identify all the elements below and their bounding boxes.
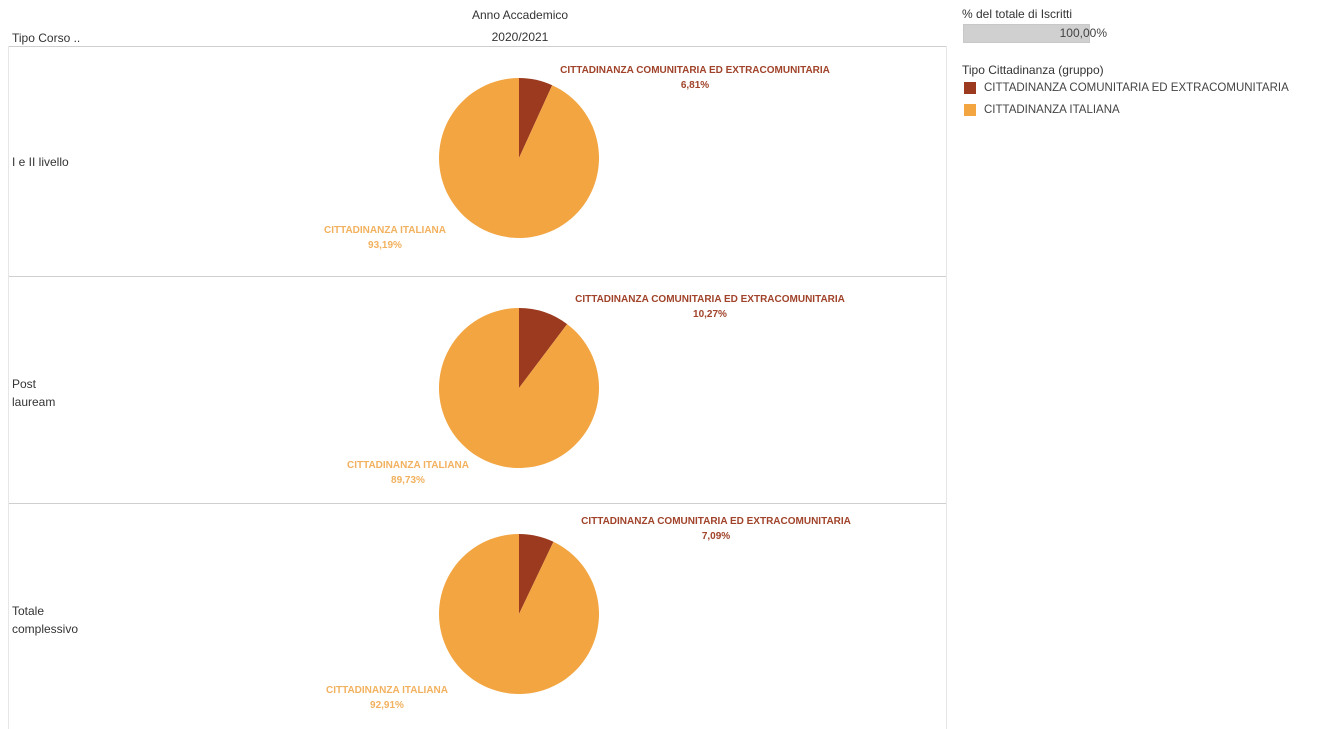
column-field-title: Anno Accademico bbox=[471, 8, 569, 22]
pie-0-label-value-1: 93,19% bbox=[368, 240, 402, 251]
pie-0-slice-1[interactable] bbox=[439, 78, 600, 239]
pie-1-label-value-0: 10,27% bbox=[693, 309, 727, 320]
row-label-i-e-ii-livello[interactable]: I e II livello bbox=[12, 155, 69, 169]
percent-filter-bar[interactable] bbox=[963, 24, 1090, 43]
row-field-title[interactable]: Tipo Corso .. bbox=[12, 31, 81, 45]
pie-2-label-name-0: CITTADINANZA COMUNITARIA ED EXTRACOMUNIT… bbox=[581, 516, 851, 527]
percent-filter-value: 100,00% bbox=[1059, 26, 1107, 40]
pie-0-label-name-1: CITTADINANZA ITALIANA bbox=[324, 225, 446, 236]
row-divider-1 bbox=[8, 276, 947, 277]
pie-2-label-value-0: 7,09% bbox=[702, 531, 730, 542]
row-label-totale-complessivo[interactable]: Totale complessivo bbox=[12, 604, 79, 636]
row-divider-2 bbox=[8, 503, 947, 504]
pie-2-label-value-1: 92,91% bbox=[370, 700, 404, 711]
pie-2-slice-1[interactable] bbox=[439, 534, 599, 694]
pie-2-label-name-1: CITTADINANZA ITALIANA bbox=[326, 685, 448, 696]
legend-title: Tipo Cittadinanza (gruppo) bbox=[962, 63, 1104, 77]
pie-1-label-value-1: 89,73% bbox=[391, 475, 425, 486]
header-divider bbox=[8, 46, 947, 47]
pie-0-label-value-0: 6,81% bbox=[681, 80, 709, 91]
legend-label-comunitaria: CITTADINANZA COMUNITARIA ED EXTRACOMUNIT… bbox=[984, 82, 1289, 94]
pie-2-slice-0[interactable] bbox=[519, 534, 554, 614]
pie-1-label-name-0: CITTADINANZA COMUNITARIA ED EXTRACOMUNIT… bbox=[575, 294, 845, 305]
right-border bbox=[946, 46, 947, 729]
column-header-value[interactable]: 2020/2021 bbox=[491, 30, 549, 44]
pie-1-label-name-1: CITTADINANZA ITALIANA bbox=[347, 460, 469, 471]
pie-0-label-name-0: CITTADINANZA COMUNITARIA ED EXTRACOMUNIT… bbox=[560, 65, 830, 76]
pie-0-slice-0[interactable] bbox=[519, 78, 553, 158]
legend-label-italiana: CITTADINANZA ITALIANA bbox=[984, 104, 1120, 116]
legend-swatch-italiana bbox=[964, 104, 976, 116]
row-label-post-lauream[interactable]: Post lauream bbox=[12, 377, 56, 409]
left-border bbox=[8, 46, 9, 729]
percent-filter-fill bbox=[964, 25, 1089, 42]
pie-charts: CITTADINANZA COMUNITARIA ED EXTRACOMUNIT… bbox=[324, 65, 851, 711]
pie-1-slice-0[interactable] bbox=[519, 308, 568, 388]
legend-item-italiana[interactable]: CITTADINANZA ITALIANA bbox=[964, 104, 1120, 116]
legend-item-comunitaria[interactable]: CITTADINANZA COMUNITARIA ED EXTRACOMUNIT… bbox=[964, 82, 1289, 94]
pie-1-slice-1[interactable] bbox=[438, 308, 599, 468]
legend-swatch-comunitaria bbox=[964, 82, 976, 94]
percent-filter-title: % del totale di Iscritti bbox=[962, 7, 1073, 21]
